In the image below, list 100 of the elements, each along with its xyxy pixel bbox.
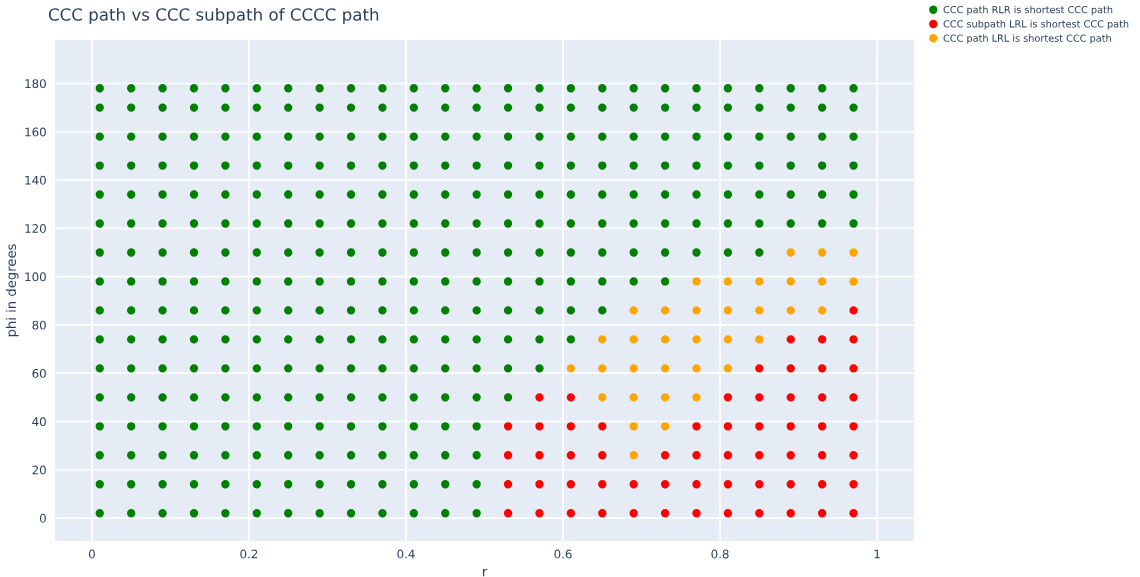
point [849,509,858,518]
point [566,509,576,518]
point [566,480,576,489]
point [817,480,827,489]
point [660,364,670,373]
point [503,480,513,489]
point [723,364,733,373]
point [629,393,638,402]
y-tick-label: 20 [32,465,46,475]
point [692,451,701,460]
point [755,393,764,402]
point [692,364,701,373]
chart-title: CCC path vs CCC subpath of CCCC path [48,7,379,25]
point [629,451,638,460]
point [566,364,576,373]
x-tick-label: 0 [88,549,95,559]
x-tick-label: 0.2 [240,549,258,559]
point [817,509,827,518]
point [755,422,764,431]
legend-label: CCC subpath LRL is shortest CCC path [943,20,1129,30]
point [723,480,733,489]
point [849,306,858,315]
point [786,480,795,489]
point [598,422,607,431]
point [817,364,827,373]
point [629,306,638,315]
point [849,248,858,257]
point [755,306,764,315]
x-tick-label: 1 [874,549,880,559]
x-tick-label: 0.4 [397,549,415,559]
point [817,393,827,402]
legend-label: CCC path RLR is shortest CCC path [943,5,1113,16]
point [786,509,795,518]
point [692,509,701,518]
point [723,509,733,518]
point [660,393,670,402]
point [817,248,827,257]
point [660,422,670,431]
point [755,480,764,489]
point [755,509,764,518]
point [723,451,733,460]
point [692,480,701,489]
y-axis-title: phi in degrees [5,244,19,337]
point [503,451,513,460]
point [849,393,858,402]
point [535,509,544,518]
point [723,335,733,344]
y-tick-label: 80 [32,320,46,330]
point [535,393,544,402]
x-tick-label: 0.6 [554,549,572,559]
point [786,422,795,431]
point [723,422,733,431]
point [660,451,670,460]
point [629,364,638,373]
point [786,393,795,402]
point [598,364,607,373]
point [755,451,764,460]
point [566,451,576,460]
point [692,277,701,286]
point [849,277,858,286]
point [849,480,858,489]
legend-label: CCC path LRL is shortest CCC path [943,34,1111,44]
y-tick-label: 160 [25,127,46,137]
point [817,451,827,460]
point [817,277,827,286]
y-tick-label: 180 [25,79,46,89]
point [660,306,670,315]
y-tick-label: 140 [25,175,46,185]
point [598,451,607,460]
point [817,306,827,315]
point [660,509,670,518]
point [723,277,733,286]
point [849,335,858,344]
point [786,306,795,315]
point [598,393,607,402]
point [786,248,795,257]
point [598,480,607,489]
point [849,364,858,373]
y-tick-label: 0 [39,513,46,523]
point [692,335,701,344]
point [629,480,638,489]
point [786,335,795,344]
point [723,306,733,315]
point [692,422,701,431]
point [660,480,670,489]
y-tick-label: 120 [25,224,46,233]
point [692,306,701,315]
point [817,335,827,344]
point [723,393,733,402]
point [692,393,701,402]
point [629,335,638,344]
point [629,422,638,431]
y-tick-label: 100 [25,272,46,282]
point [660,335,670,344]
point [786,364,795,373]
point [849,451,858,460]
point [503,422,513,431]
point [535,422,544,431]
point [535,451,544,460]
point [755,335,764,344]
